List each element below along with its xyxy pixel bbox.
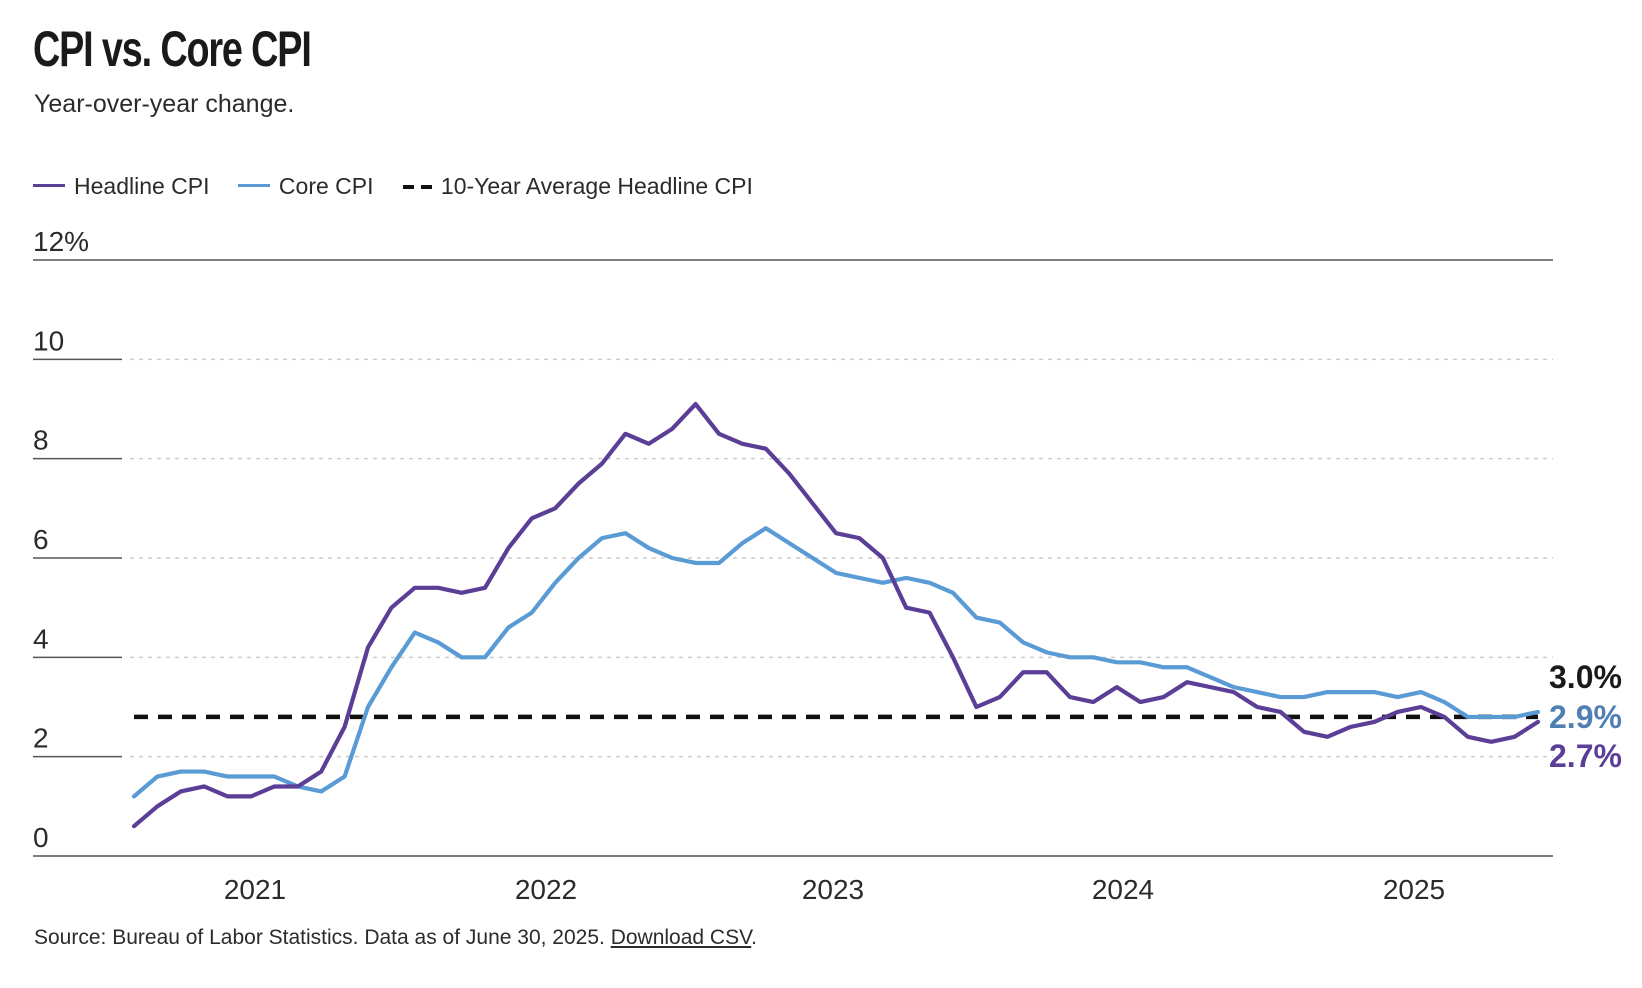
svg-text:2024: 2024	[1092, 874, 1154, 905]
svg-text:2025: 2025	[1383, 874, 1445, 905]
svg-text:0: 0	[33, 822, 49, 853]
svg-text:12%: 12%	[33, 226, 89, 257]
svg-text:2023: 2023	[802, 874, 864, 905]
svg-text:4: 4	[33, 623, 49, 654]
svg-text:2.7%: 2.7%	[1549, 738, 1622, 774]
svg-text:6: 6	[33, 524, 49, 555]
svg-text:8: 8	[33, 425, 49, 456]
svg-text:2.9%: 2.9%	[1549, 699, 1622, 735]
svg-text:2022: 2022	[515, 874, 577, 905]
svg-text:2021: 2021	[224, 874, 286, 905]
svg-text:10: 10	[33, 325, 64, 356]
svg-text:3.0%: 3.0%	[1549, 659, 1622, 695]
svg-text:2: 2	[33, 723, 49, 754]
